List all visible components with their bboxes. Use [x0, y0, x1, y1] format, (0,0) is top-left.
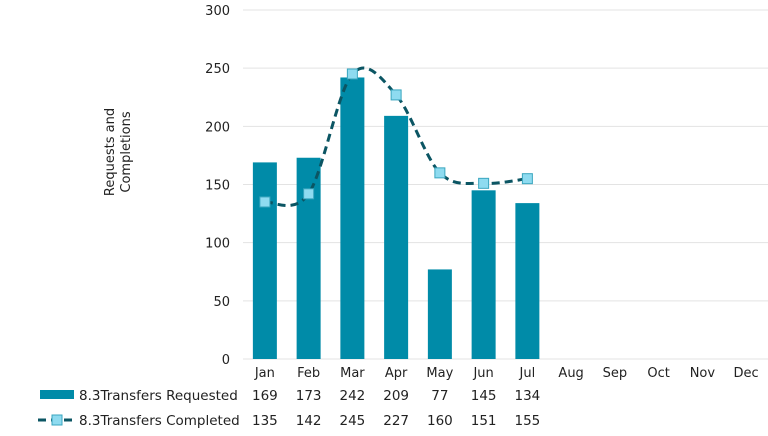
x-tick-label: Apr [385, 366, 408, 381]
x-tick-label: Oct [647, 366, 669, 381]
data-label: 142 [296, 413, 322, 429]
x-tick-label: Nov [690, 366, 716, 381]
x-tick-label: Jan [254, 366, 275, 381]
data-label: 160 [427, 413, 453, 429]
data-label: 169 [252, 388, 278, 404]
bar [340, 77, 365, 360]
bar [427, 269, 452, 359]
data-label: 145 [471, 388, 497, 404]
y-tick-label: 300 [205, 4, 230, 19]
data-label: 77 [431, 388, 448, 404]
x-axis-ticks: Jan Feb Mar Apr May Jun Jul Aug Sep Oct Nov Dec [254, 366, 759, 381]
data-label: 242 [339, 388, 365, 404]
line-marker [478, 177, 490, 189]
bar-series [252, 77, 540, 360]
x-tick-label: Jun [472, 366, 493, 381]
y-axis-ticks: 0 50 100 150 200 250 300 [205, 4, 230, 368]
gridlines [243, 9, 768, 360]
x-tick-label: Feb [297, 366, 320, 381]
line-marker [303, 188, 315, 200]
y-tick-label: 50 [213, 295, 230, 310]
data-label: 173 [296, 388, 322, 404]
line-marker [521, 173, 533, 185]
y-tick-label: 200 [205, 120, 230, 135]
legend-label: 8.3Transfers Requested [79, 388, 238, 404]
x-tick-label: May [426, 366, 453, 381]
y-tick-label: 100 [205, 237, 230, 252]
data-label: 245 [339, 413, 365, 429]
y-tick-label: 250 [205, 62, 230, 77]
data-label: 151 [471, 413, 497, 429]
x-tick-label: Jul [519, 366, 536, 381]
legend-label: 8.3Transfers Completed [79, 413, 240, 429]
y-tick-label: 0 [222, 353, 230, 368]
x-tick-label: Mar [340, 366, 365, 381]
bar [296, 157, 321, 359]
line-marker [346, 68, 358, 80]
bar [384, 115, 409, 359]
y-tick-label: 150 [205, 179, 230, 194]
line-series [259, 66, 533, 208]
data-label: 134 [514, 388, 540, 404]
y-axis-label: Requests andCompletions [103, 108, 134, 196]
data-label: 155 [514, 413, 540, 429]
bar [515, 203, 540, 359]
bar [471, 190, 496, 359]
line-marker [390, 89, 402, 101]
data-label: 209 [383, 388, 409, 404]
legend-bar-swatch [40, 390, 74, 399]
data-label: 227 [383, 413, 409, 429]
bar [252, 162, 277, 359]
data-table: 8.3Transfers Requested 8.3Transfers Compl… [38, 388, 540, 429]
x-tick-label: Sep [603, 366, 628, 381]
line-marker [434, 167, 446, 179]
legend-marker-swatch [51, 414, 63, 426]
x-tick-label: Aug [558, 366, 583, 381]
data-label: 135 [252, 413, 278, 429]
x-tick-label: Dec [734, 366, 759, 381]
line-marker [259, 196, 271, 208]
